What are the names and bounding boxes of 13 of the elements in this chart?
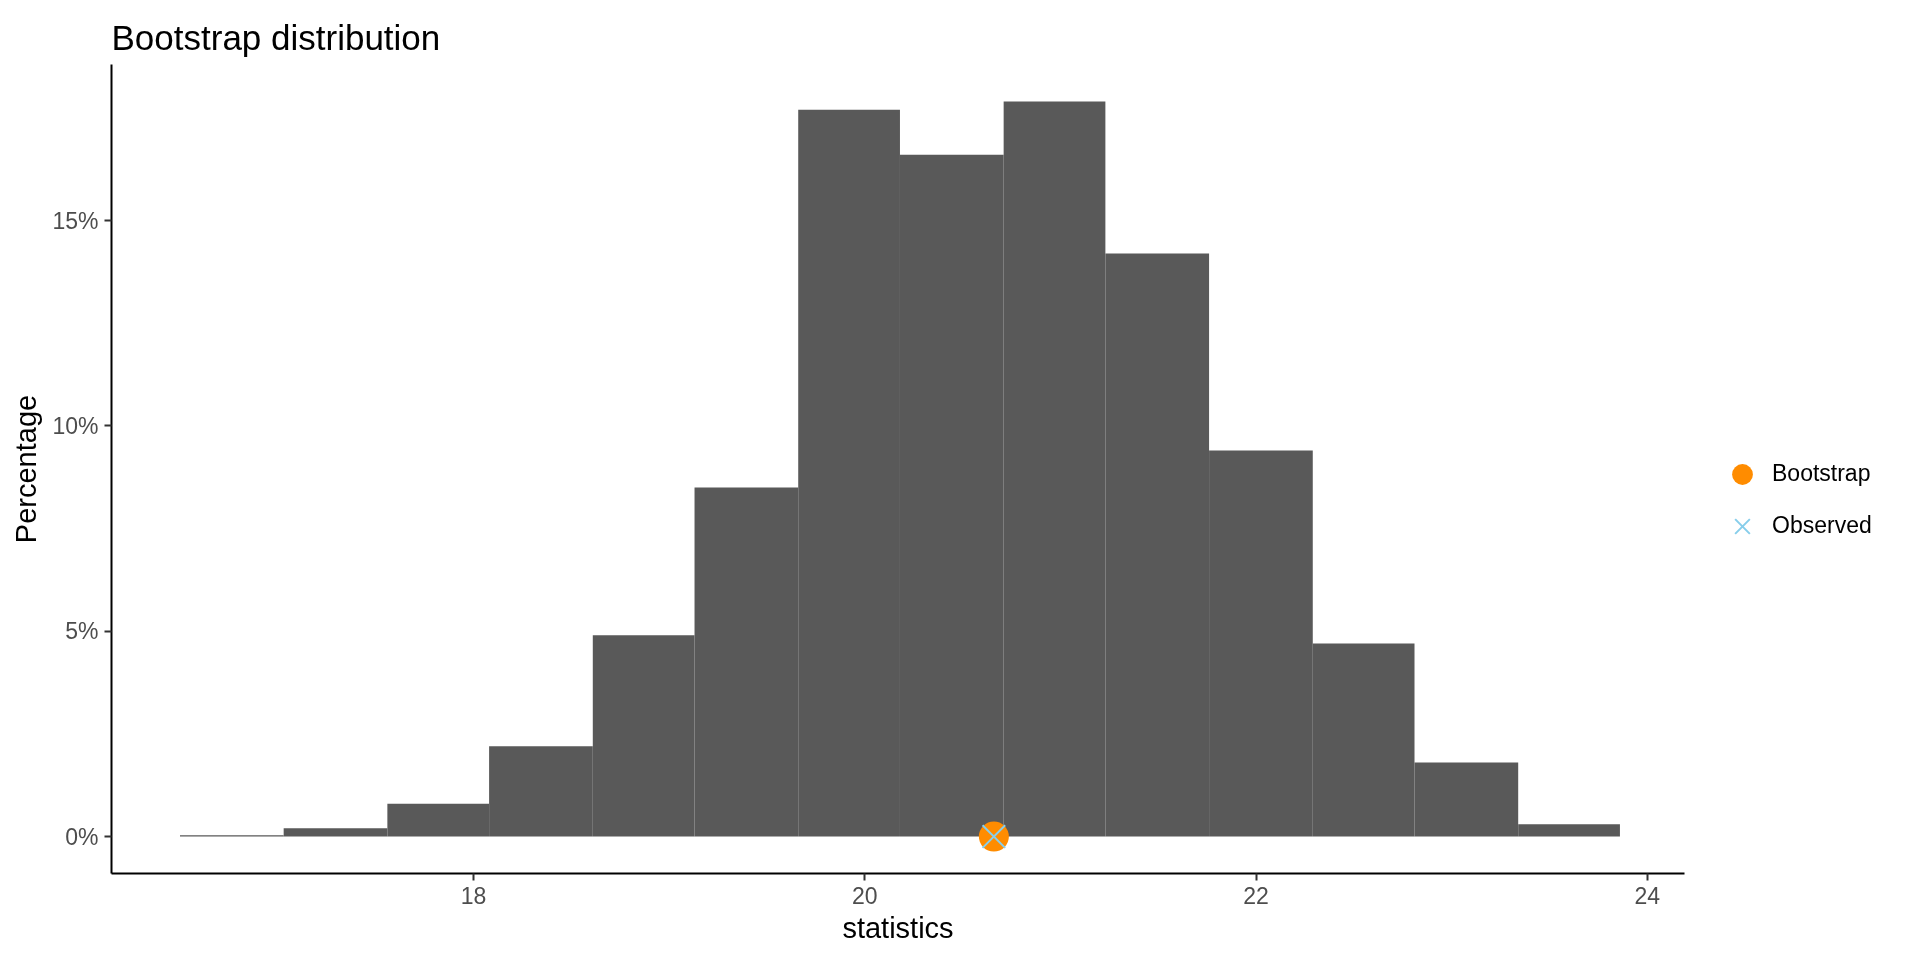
legend-label: Observed [1772,512,1872,539]
y-tick-label: 15% [52,207,99,234]
x-axis-title: statistics [842,911,954,944]
y-tick-label: 10% [52,412,99,439]
y-tick-label: 5% [65,618,99,645]
y-tick-label: 0% [65,823,99,850]
chart-title: Bootstrap distribution [111,17,441,57]
x-tick-label: 18 [460,882,487,909]
x-tick-label: 24 [1634,882,1661,909]
legend-label: Bootstrap [1772,460,1871,487]
x-tick-label: 20 [851,882,878,909]
x-tick-label: 22 [1243,882,1269,909]
y-axis-title: Percentage [10,394,43,544]
